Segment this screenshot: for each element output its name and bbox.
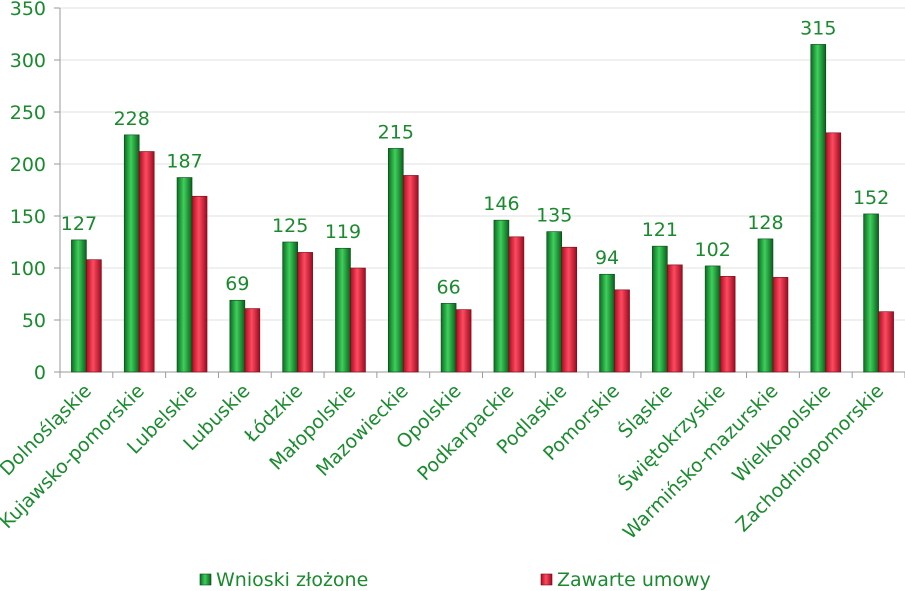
- bar-umowy: [878, 311, 894, 373]
- y-tick-label: 100: [10, 258, 46, 280]
- bar-wnioski: [704, 265, 721, 373]
- legend-swatch-wnioski: [199, 573, 212, 586]
- legend: Wnioski złożone Zawarte umowy: [199, 569, 711, 591]
- data-label: 228: [114, 108, 150, 130]
- data-label: 102: [695, 239, 731, 261]
- data-label: 125: [272, 215, 308, 237]
- bar-wnioski: [71, 239, 87, 373]
- bar-umowy: [297, 252, 313, 373]
- bar-wnioski: [652, 245, 668, 373]
- bar-wnioski: [123, 134, 140, 373]
- bar-umowy: [244, 308, 261, 373]
- x-tick-label: Mazowieckie: [312, 380, 413, 481]
- bar-wnioski: [176, 177, 193, 373]
- bar-wnioski: [440, 303, 457, 373]
- legend-label-wnioski: Wnioski złożone: [216, 569, 368, 591]
- bar-umowy: [191, 195, 208, 373]
- bar-umowy: [455, 309, 472, 373]
- bar-wnioski: [599, 273, 615, 373]
- data-label: 66: [437, 276, 461, 298]
- y-tick-label: 150: [10, 206, 46, 228]
- bar-umowy: [719, 276, 736, 373]
- data-label: 121: [642, 219, 678, 241]
- bars: [71, 44, 894, 373]
- bar-wnioski: [493, 219, 510, 373]
- data-label: 315: [800, 17, 836, 39]
- y-tick-label: 300: [10, 50, 46, 72]
- bar-umowy: [402, 175, 419, 373]
- data-label: 94: [595, 247, 619, 269]
- data-label: 146: [483, 193, 519, 215]
- bar-umowy: [561, 246, 578, 373]
- bar-wnioski: [757, 238, 774, 373]
- data-label: 215: [378, 121, 414, 143]
- bar-wnioski: [387, 148, 404, 373]
- y-tick-label: 250: [10, 102, 46, 124]
- data-label: 127: [61, 213, 97, 235]
- y-tick-label: 0: [34, 362, 46, 384]
- bar-umowy: [86, 259, 102, 373]
- legend-swatch-umowy: [540, 573, 553, 586]
- bar-wnioski: [810, 44, 827, 373]
- y-tick-label: 350: [10, 0, 46, 20]
- bar-umowy: [138, 151, 155, 373]
- bar-umowy: [614, 289, 630, 373]
- bar-umowy: [825, 132, 842, 373]
- bar-umowy: [772, 277, 789, 373]
- bar-wnioski: [546, 231, 563, 373]
- bar-wnioski: [335, 247, 351, 373]
- legend-label-umowy: Zawarte umowy: [557, 569, 711, 591]
- bar-wnioski: [282, 241, 298, 373]
- y-tick-label: 50: [22, 310, 46, 332]
- data-label: 135: [536, 205, 572, 227]
- bar-wnioski: [863, 213, 879, 373]
- data-label: 69: [225, 273, 249, 295]
- y-tick-label: 200: [10, 154, 46, 176]
- bar-umowy: [508, 236, 525, 373]
- data-label: 119: [325, 221, 361, 243]
- bar-umowy: [350, 267, 366, 373]
- bar-umowy: [667, 264, 683, 373]
- data-label: 152: [853, 187, 889, 209]
- data-label: 187: [166, 151, 202, 173]
- bar-wnioski: [229, 299, 246, 373]
- data-label: 128: [747, 212, 783, 234]
